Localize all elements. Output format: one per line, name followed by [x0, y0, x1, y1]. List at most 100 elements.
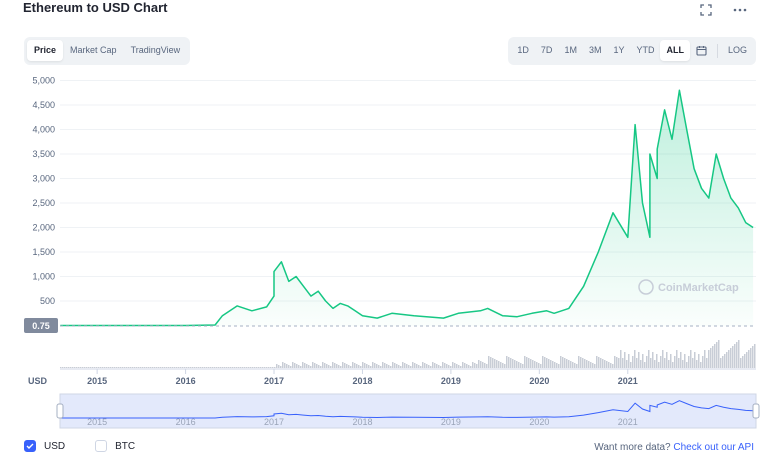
api-text: Want more data?: [594, 442, 671, 453]
volume-bar: [358, 365, 360, 368]
y-tick-label: 5,000: [32, 76, 55, 86]
api-link[interactable]: Check out our API: [673, 442, 754, 453]
volume-bar: [680, 352, 682, 368]
volume-bar: [396, 364, 398, 368]
tab-price[interactable]: Price: [27, 40, 64, 61]
volume-bar: [224, 367, 226, 368]
btc-label: BTC: [115, 440, 136, 452]
navigator-tick-label: 2016: [176, 417, 196, 427]
volume-bar: [548, 359, 550, 368]
volume-bar: [354, 363, 356, 368]
volume-bar: [484, 363, 486, 368]
volume-bar: [742, 356, 744, 368]
volume-bar: [110, 367, 112, 368]
range-1y[interactable]: 1Y: [613, 45, 625, 55]
volume-bar: [114, 367, 116, 368]
volume-bar: [368, 365, 370, 368]
volume-bar: [654, 360, 656, 368]
range-7d[interactable]: 7D: [540, 45, 553, 55]
log-scale-toggle[interactable]: LOG: [727, 45, 747, 55]
volume-bar: [222, 367, 224, 368]
tab-tradingview[interactable]: TradingView: [130, 45, 181, 55]
volume-bar: [192, 367, 194, 368]
volume-bar: [624, 352, 626, 368]
more-icon[interactable]: [732, 2, 748, 18]
volume-bar: [550, 360, 552, 368]
fullscreen-icon[interactable]: [698, 2, 714, 18]
volume-bar: [138, 367, 140, 368]
volume-bar: [424, 363, 426, 368]
volume-bar: [332, 362, 334, 368]
volume-bar: [198, 367, 200, 368]
tab-market-cap[interactable]: Market Cap: [70, 45, 117, 55]
volume-bar: [328, 365, 330, 368]
volume-bar: [310, 366, 312, 368]
volume-bar: [130, 367, 132, 368]
volume-bar: [714, 344, 716, 368]
volume-bar: [306, 364, 308, 368]
x-tick-label: 2017: [264, 376, 284, 386]
calendar-icon[interactable]: [690, 40, 713, 61]
volume-bar: [294, 363, 296, 368]
volume-bar: [416, 364, 418, 368]
range-3m[interactable]: 3M: [588, 45, 602, 55]
volume-bar: [322, 362, 324, 368]
volume-bar: [168, 367, 170, 368]
volume-bar: [418, 365, 420, 368]
navigator-line: [60, 400, 754, 419]
range-all[interactable]: ALL: [660, 40, 690, 61]
volume-bar: [590, 362, 592, 368]
volume-bar: [638, 352, 640, 368]
volume-bar: [88, 367, 90, 368]
volume-bar: [420, 366, 422, 368]
volume-bar: [132, 367, 134, 368]
volume-bar: [616, 357, 618, 368]
volume-bar: [388, 365, 390, 368]
volume-bar: [532, 360, 534, 368]
volume-bar: [170, 367, 172, 368]
volume-bar: [172, 367, 174, 368]
volume-bar: [208, 367, 210, 368]
volume-bar: [584, 359, 586, 368]
usd-checkbox[interactable]: USD: [24, 440, 65, 452]
volume-bar: [164, 367, 166, 368]
volume-bar: [596, 356, 598, 368]
navigator-handle-left[interactable]: [56, 403, 64, 419]
volume-bar: [676, 350, 678, 368]
start-price-badge: [24, 318, 58, 333]
volume-bar: [148, 367, 150, 368]
x-tick-label: 2019: [441, 376, 461, 386]
volume-bar: [678, 358, 680, 368]
volume-bar: [444, 363, 446, 368]
volume-bar: [650, 358, 652, 368]
volume-bar: [530, 359, 532, 368]
volume-bar: [640, 360, 642, 368]
volume-bar: [470, 366, 472, 368]
range-ytd[interactable]: YTD: [636, 45, 655, 55]
volume-bar: [434, 363, 436, 368]
volume-bar: [264, 367, 266, 368]
volume-bar: [252, 367, 254, 368]
volume-bar: [66, 367, 68, 368]
range-1m[interactable]: 1M: [564, 45, 577, 55]
volume-bar: [580, 357, 582, 368]
volume-bar: [642, 354, 644, 368]
volume-bar: [442, 362, 444, 368]
volume-bar: [646, 356, 648, 368]
volume-bar: [578, 356, 580, 368]
range-navigator[interactable]: 2015 2016 2017 2018 2019 2020 2021: [56, 393, 760, 429]
volume-bar: [448, 365, 450, 368]
volume-bar: [152, 367, 154, 368]
range-1d[interactable]: 1D: [517, 45, 529, 55]
volume-bar: [692, 358, 694, 368]
btc-checkbox[interactable]: BTC: [95, 440, 135, 452]
volume-bar: [94, 367, 96, 368]
volume-bar: [104, 367, 106, 368]
volume-bar: [250, 367, 252, 368]
volume-bar: [62, 367, 64, 368]
volume-bar: [80, 367, 82, 368]
volume-bar: [412, 362, 414, 368]
volume-bar: [254, 367, 256, 368]
navigator-handle-right[interactable]: [752, 403, 760, 419]
